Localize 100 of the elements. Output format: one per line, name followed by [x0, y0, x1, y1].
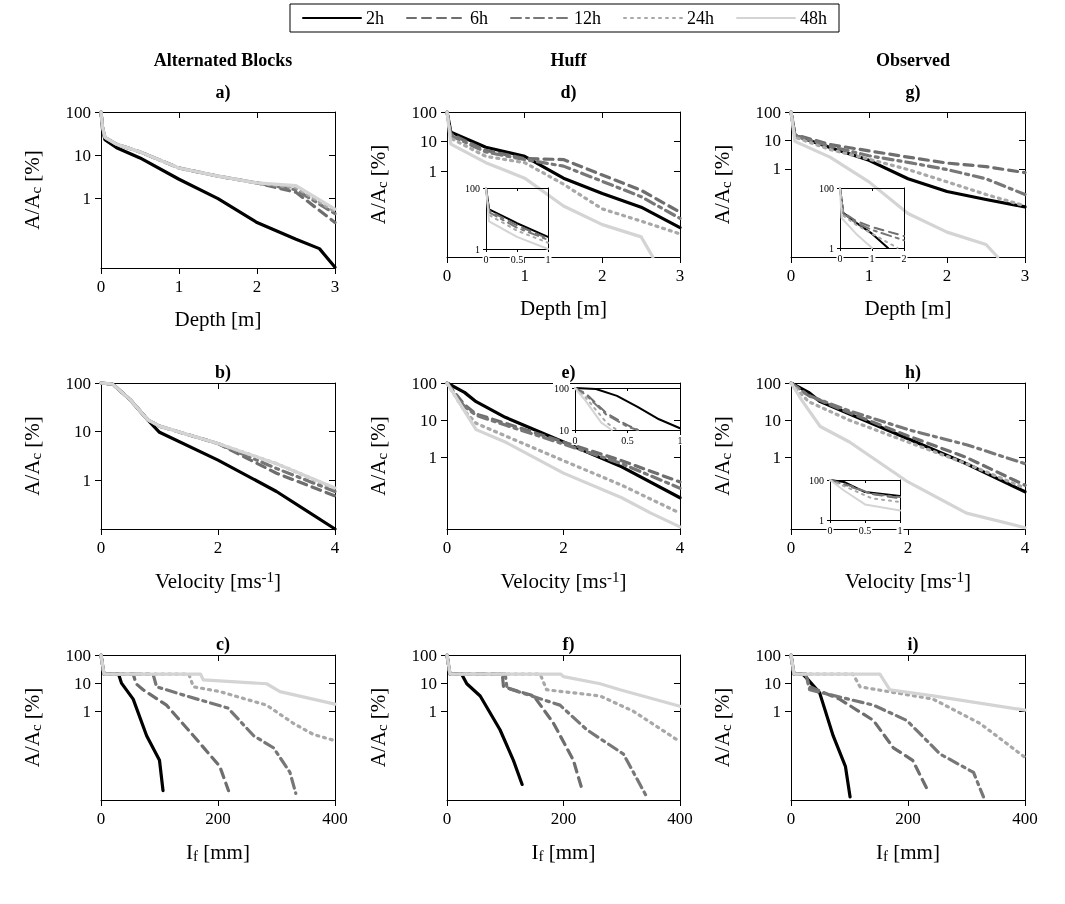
x-tick-label: 2: [559, 538, 568, 557]
y-tick-label: 10: [74, 673, 91, 693]
y-tick-label: 10: [74, 145, 91, 165]
y-tick-label: 10: [764, 130, 781, 150]
y-axis-title: A/Ac [%]: [365, 687, 390, 768]
y-tick-label: 1: [82, 470, 91, 490]
x-tick-label: 4: [330, 538, 340, 557]
x-tick-label: 4: [1020, 538, 1030, 557]
y-tick-label: 10: [420, 132, 437, 152]
x-tick-label: 400: [1012, 809, 1038, 828]
chart-subtitle: b): [214, 362, 232, 383]
x-axis-title: Depth [m]: [864, 295, 952, 320]
x-tick-label: 1: [677, 434, 683, 446]
x-tick-label: 0: [442, 809, 452, 828]
chart-subtitle: a): [215, 82, 231, 103]
y-tick-label: 10: [420, 673, 437, 693]
y-tick-label: 1: [82, 189, 91, 209]
y-tick-label: 100: [554, 382, 569, 394]
x-tick-label: 3: [675, 266, 685, 285]
x-axis-title: If [mm]: [186, 839, 250, 864]
x-tick-label: 1: [174, 277, 184, 296]
y-tick-label: 1: [428, 701, 437, 721]
x-tick-label: 3: [1020, 266, 1030, 285]
x-axis-title: Depth [m]: [174, 306, 262, 331]
y-axis-title: A/Ac [%]: [709, 144, 734, 225]
y-tick-label: 10: [764, 410, 781, 430]
x-tick-label: 0: [96, 277, 106, 296]
chart-subtitle: f): [562, 634, 575, 655]
x-tick-label: 200: [550, 809, 577, 828]
y-tick-label: 100: [809, 474, 824, 486]
y-tick-label: 1: [819, 514, 824, 526]
x-tick-label: 3: [330, 277, 340, 296]
y-tick-label: 1: [82, 701, 91, 721]
y-axis-title: A/Ac [%]: [19, 687, 44, 768]
chart-subtitle: d): [560, 82, 577, 103]
chart-subtitle: g): [905, 82, 921, 103]
chart-subtitle: e): [561, 362, 576, 383]
chart-title: Alternated Blocks: [153, 50, 293, 70]
x-tick-label: 0.5: [510, 253, 524, 265]
y-tick-label: 10: [764, 673, 781, 693]
x-axis-title: If [mm]: [876, 839, 940, 864]
y-tick-label: 100: [411, 373, 437, 393]
chart-title: Huff: [550, 50, 588, 70]
y-tick-label: 10: [74, 422, 91, 442]
y-axis-title: A/Ac [%]: [365, 144, 390, 225]
x-tick-label: 1: [897, 524, 903, 536]
x-tick-label: 0: [827, 524, 833, 536]
x-tick-label: 2: [252, 277, 262, 296]
y-axis-title: A/Ac [%]: [709, 687, 734, 768]
x-tick-label: 1: [864, 266, 874, 285]
y-tick-label: 100: [65, 373, 91, 393]
y-tick-label: 1: [772, 159, 781, 179]
y-tick-label: 100: [755, 373, 781, 393]
y-tick-label: 100: [411, 102, 437, 122]
y-tick-label: 100: [65, 645, 91, 665]
legend-label: 24h: [687, 8, 714, 28]
y-tick-label: 1: [772, 447, 781, 467]
y-tick-label: 100: [65, 102, 91, 122]
y-axis-title: A/Ac [%]: [19, 416, 44, 496]
y-tick-label: 1: [428, 447, 437, 467]
x-tick-label: 2: [213, 538, 223, 557]
x-tick-label: 2: [942, 266, 952, 285]
chart-subtitle: h): [904, 362, 922, 383]
x-tick-label: 4: [675, 538, 685, 557]
y-tick-label: 1: [772, 701, 781, 721]
x-tick-label: 0: [786, 538, 796, 557]
y-tick-label: 100: [755, 102, 781, 122]
y-tick-label: 100: [755, 645, 781, 665]
x-tick-label: 0: [786, 809, 796, 828]
x-tick-label: 400: [667, 809, 693, 828]
x-tick-label: 0.5: [858, 524, 872, 536]
y-axis-title: A/Ac [%]: [19, 150, 44, 230]
x-tick-label: 200: [205, 809, 231, 828]
x-tick-label: 1: [869, 252, 875, 264]
chart-subtitle: c): [216, 634, 230, 655]
x-tick-label: 0: [442, 266, 452, 285]
legend-label: 2h: [366, 8, 384, 28]
x-axis-title: If [mm]: [531, 839, 596, 864]
x-tick-label: 2: [901, 252, 907, 264]
y-tick-label: 10: [420, 410, 437, 430]
y-tick-label: 100: [465, 182, 480, 194]
x-tick-label: 0.5: [621, 434, 634, 446]
legend-label: 48h: [800, 8, 827, 28]
chart-subtitle: i): [907, 634, 919, 655]
x-tick-label: 0: [442, 538, 452, 557]
y-tick-label: 100: [411, 645, 437, 665]
x-tick-label: 0: [96, 809, 106, 828]
x-tick-label: 0: [96, 538, 106, 557]
y-tick-label: 1: [428, 161, 437, 181]
legend-label: 6h: [470, 8, 488, 28]
x-tick-label: 200: [895, 809, 921, 828]
legend-label: 12h: [574, 8, 601, 28]
x-tick-label: 2: [598, 266, 607, 285]
y-axis-title: A/Ac [%]: [365, 416, 390, 496]
x-tick-label: 0: [483, 253, 489, 265]
x-tick-label: 1: [520, 266, 529, 285]
x-tick-label: 1: [545, 253, 551, 265]
y-tick-label: 100: [819, 182, 834, 194]
y-tick-label: 10: [559, 424, 569, 436]
chart-title: Observed: [876, 50, 950, 70]
